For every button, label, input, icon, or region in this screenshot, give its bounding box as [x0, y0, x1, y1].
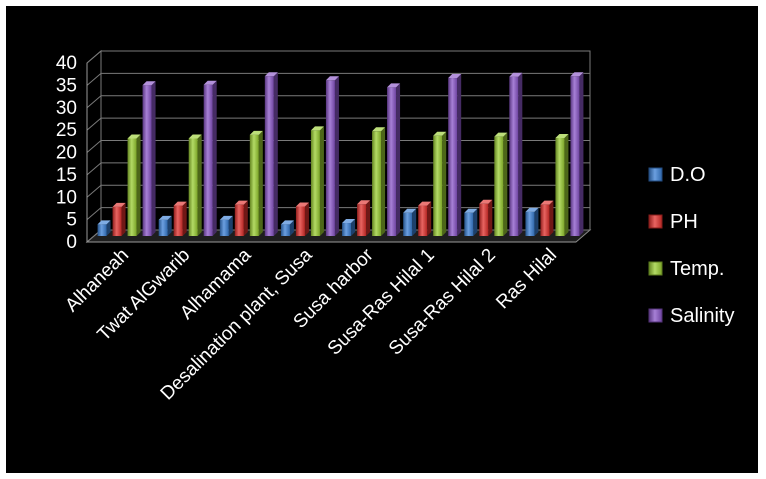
legend-item-salinity: Salinity	[648, 305, 734, 327]
gridline-side	[86, 140, 102, 153]
y-tick-label: 5	[66, 210, 77, 231]
y-tick-label: 25	[56, 120, 77, 141]
bar-temp-susa-ras-hilal-2	[494, 132, 508, 236]
gridline-side	[86, 184, 102, 198]
bar-salinity-susa-ras-hilal-1	[448, 74, 462, 236]
bar-temp-twat-algwarib	[188, 134, 202, 236]
bar-d-o-alhamama	[219, 215, 233, 236]
bar-temp-susa-ras-hilal-1	[433, 131, 447, 236]
bar-ph-susa-ras-hilal-1	[418, 201, 432, 236]
gridline-side	[86, 95, 102, 109]
bar-ph-alhaneah	[112, 202, 126, 236]
y-tick-label: 15	[56, 165, 77, 186]
gridline-side	[86, 50, 102, 64]
bar-temp-alhaneah	[127, 134, 141, 236]
x-tick-label: Susa-Ras Hilal 1	[324, 245, 439, 360]
chart-bars	[97, 72, 584, 237]
bar-temp-desalination-plant-susa	[310, 126, 324, 236]
legend-swatch	[648, 167, 663, 182]
bar-salinity-twat-algwarib	[203, 80, 217, 237]
bar-d-o-ras-hilal	[525, 207, 539, 236]
bar-salinity-susa-harbor	[387, 83, 401, 237]
bar-temp-susa-harbor	[372, 127, 386, 236]
gridline-side	[86, 207, 102, 221]
gridline-side	[86, 117, 102, 131]
legend-swatch	[648, 261, 663, 276]
y-tick-label: 40	[56, 53, 77, 74]
y-tick-label: 10	[56, 187, 77, 208]
chart-legend: D.O PH Temp. Salinity	[648, 164, 734, 327]
bar-ph-susa-harbor	[357, 200, 371, 236]
bar-ph-ras-hilal	[540, 200, 554, 236]
bar-temp-ras-hilal	[555, 133, 569, 236]
bar-d-o-desalination-plant-susa	[280, 220, 294, 236]
bar-temp-alhamama	[249, 130, 263, 236]
legend-item-temp: Temp.	[648, 258, 724, 280]
legend-item-ph: PH	[648, 211, 698, 233]
bar-d-o-susa-ras-hilal-2	[464, 208, 478, 236]
x-tick-label: Susa-Ras Hilal 2	[385, 245, 500, 360]
bar-d-o-twat-algwarib	[158, 215, 172, 236]
y-tick-label: 0	[66, 232, 77, 253]
bar-ph-alhamama	[234, 200, 248, 236]
bar-salinity-desalination-plant-susa	[325, 76, 339, 237]
bar-d-o-susa-harbor	[342, 219, 356, 236]
bar-salinity-alhamama	[264, 72, 278, 237]
legend-item-d-o: D.O	[648, 164, 706, 186]
legend-label: Salinity	[670, 305, 734, 327]
bar-ph-susa-ras-hilal-2	[479, 199, 493, 236]
y-tick-label: 20	[56, 143, 77, 164]
bar-ph-twat-algwarib	[173, 201, 187, 236]
chart-area: 0 5 10 15 20 25 30 35 40 Alhaneah Twat AlGwarib Al…	[6, 6, 758, 473]
bar-salinity-ras-hilal	[570, 72, 584, 237]
bar-d-o-susa-ras-hilal-1	[403, 208, 417, 236]
legend-label: PH	[670, 211, 698, 233]
gridline-side	[86, 72, 102, 86]
bar-salinity-susa-ras-hilal-2	[509, 72, 523, 236]
bar-ph-desalination-plant-susa	[295, 202, 309, 236]
bar-salinity-alhaneah	[142, 81, 156, 236]
legend-swatch	[648, 214, 663, 229]
gridline-side	[86, 162, 102, 176]
y-tick-label: 35	[56, 75, 77, 96]
x-tick-label: Ras Hilal	[492, 245, 561, 314]
y-tick-label: 30	[56, 98, 77, 119]
bar-d-o-alhaneah	[97, 220, 111, 236]
legend-label: D.O	[670, 164, 706, 186]
legend-label: Temp.	[670, 258, 724, 280]
chart-axes	[86, 63, 576, 243]
legend-swatch	[648, 308, 663, 323]
